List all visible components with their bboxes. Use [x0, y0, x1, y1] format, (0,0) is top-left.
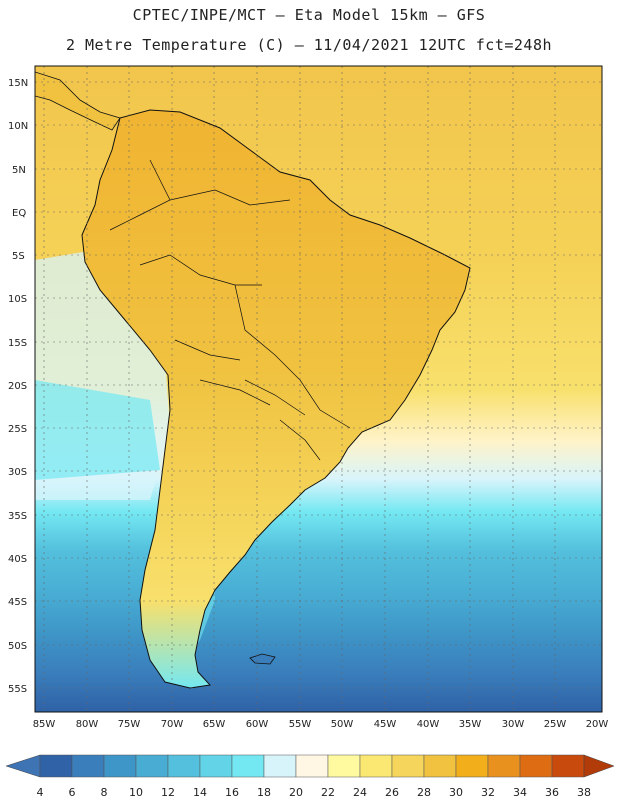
colorbar-tick-label: 22	[321, 786, 335, 799]
colorbar-tick-label: 24	[353, 786, 367, 799]
falkland-islands	[249, 653, 276, 665]
colorbar-swatch	[103, 754, 137, 778]
colorbar-tick-label: 32	[481, 786, 495, 799]
chart-title-line1: CPTEC/INPE/MCT – Eta Model 15km – GFS	[132, 6, 486, 24]
lat-label: 5N	[12, 165, 26, 176]
colorbar-tick-label: 10	[129, 786, 143, 799]
lat-label: EQ	[12, 208, 26, 219]
colorbar-tick-label: 12	[161, 786, 175, 799]
graticule	[35, 66, 602, 712]
lat-label: 30S	[8, 467, 27, 478]
lat-label: 50S	[8, 641, 27, 652]
lon-label: 35W	[459, 719, 482, 730]
colorbar-swatch	[359, 754, 393, 778]
colorbar-tick-label: 8	[101, 786, 108, 799]
colorbar-swatch	[231, 754, 265, 778]
country-borders	[109, 159, 351, 461]
colorbar-swatch	[263, 754, 297, 778]
colorbar-tick-label: 14	[193, 786, 207, 799]
lon-label: 65W	[203, 719, 226, 730]
lat-label: 10N	[8, 121, 28, 132]
central-america	[35, 71, 121, 131]
map-panel	[35, 66, 602, 712]
colorbar-swatch	[135, 754, 169, 778]
colorbar-tick-label: 20	[289, 786, 303, 799]
lon-label: 25W	[544, 719, 567, 730]
lon-label: 45W	[374, 719, 397, 730]
lat-label: 10S	[8, 294, 27, 305]
colorbar-swatch	[71, 754, 105, 778]
colorbar-tick-label: 18	[257, 786, 271, 799]
colorbar-tick-label: 4	[37, 786, 44, 799]
colorbar-swatch	[423, 754, 457, 778]
colorbar-tick-label: 6	[69, 786, 76, 799]
colorbar-tick-label: 16	[225, 786, 239, 799]
lon-label: 80W	[76, 719, 99, 730]
lat-label: 5S	[12, 251, 25, 262]
lat-label: 45S	[8, 597, 27, 608]
colorbar-swatch	[199, 754, 233, 778]
lon-label: 85W	[33, 719, 56, 730]
colorbar-swatch	[487, 754, 521, 778]
lon-label: 20W	[586, 719, 609, 730]
colorbar-swatch	[167, 754, 201, 778]
chart-title-line2: 2 Metre Temperature (C) – 11/04/2021 12U…	[65, 36, 553, 54]
lon-label: 40W	[417, 719, 440, 730]
pacific-cold-zone	[35, 380, 160, 480]
colorbar-tick-label: 30	[449, 786, 463, 799]
lon-label: 55W	[289, 719, 312, 730]
colorbar-swatch	[519, 754, 553, 778]
lon-label: 75W	[118, 719, 141, 730]
colorbar-swatch	[455, 754, 489, 778]
colorbar-tick-label: 38	[577, 786, 591, 799]
colorbar-tick-label: 36	[545, 786, 559, 799]
lon-label: 30W	[502, 719, 525, 730]
colorbar-tick-label: 34	[513, 786, 527, 799]
longitude-labels: 85W 80W 75W 70W 65W 60W 55W 50W 45W 40W …	[33, 719, 609, 730]
lon-label: 60W	[246, 719, 269, 730]
colorbar-low-arrow	[5, 754, 41, 778]
colorbar: 4 6 8 10 12 14 16 18 20 22 24 26 28 30 32 34 36 38	[5, 754, 615, 799]
lat-label: 15S	[8, 338, 27, 349]
colorbar-high-arrow	[583, 754, 615, 778]
lat-label: 55S	[8, 684, 27, 695]
colorbar-swatch	[295, 754, 329, 778]
lat-label: 15N	[8, 78, 28, 89]
lat-label: 40S	[8, 554, 27, 565]
lon-label: 70W	[161, 719, 184, 730]
colorbar-swatch	[327, 754, 361, 778]
lat-label: 20S	[8, 381, 27, 392]
lon-label: 50W	[331, 719, 354, 730]
lat-label: 25S	[8, 424, 27, 435]
colorbar-tick-label: 28	[417, 786, 431, 799]
latitude-labels: 15N 10N 5N EQ 5S 10S 15S 20S 25S 30S 35S…	[8, 78, 28, 695]
colorbar-swatch	[391, 754, 425, 778]
map-frame	[34, 65, 603, 713]
colorbar-tick-label: 26	[385, 786, 399, 799]
colorbar-swatch	[551, 754, 585, 778]
colorbar-swatch	[39, 754, 73, 778]
lat-label: 35S	[8, 511, 27, 522]
